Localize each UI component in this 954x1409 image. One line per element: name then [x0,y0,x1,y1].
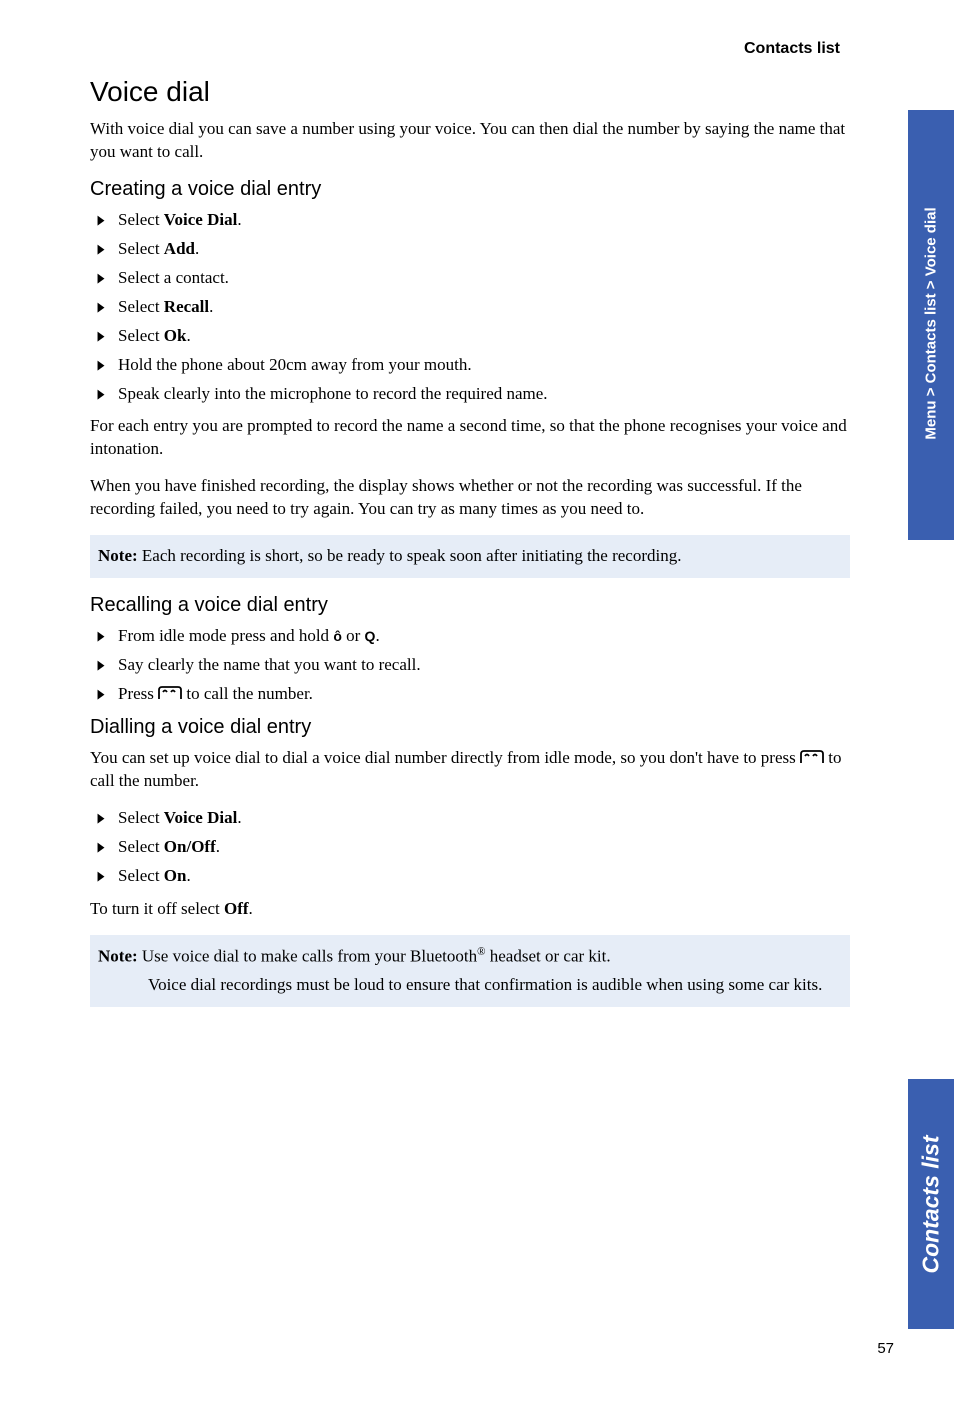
dialling-heading: Dialling a voice dial entry [90,716,850,739]
step-text: To turn it off select [90,899,224,918]
list-item: Select a contact. [90,267,850,290]
step-text: Select [118,326,164,345]
step-text: . [375,626,379,645]
step-bold: Voice Dial [164,210,238,229]
note-text: Use voice dial to make calls from your B… [138,946,477,965]
step-text: or [342,626,365,645]
creating-heading: Creating a voice dial entry [90,178,850,201]
step-text: . [237,210,241,229]
step-text: Select [118,866,164,885]
dialling-off: To turn it off select Off. [90,898,850,921]
creating-after2: When you have finished recording, the di… [90,475,850,521]
list-item: Select On/Off. [90,836,850,859]
note-box-2: Note: Use voice dial to make calls from … [90,935,850,1008]
note-text: headset or car kit. [486,946,611,965]
note-label: Note: [98,946,138,965]
key-icon: Q [365,627,376,646]
sidebar-breadcrumb-box: Menu > Contacts list > Voice dial [908,110,954,540]
list-item: Select On. [90,865,850,888]
call-icon [800,749,824,765]
step-text: . [237,808,241,827]
step-text: . [186,866,190,885]
sidebar-breadcrumb: Menu > Contacts list > Voice dial [923,109,940,539]
registered-mark: ® [477,946,485,958]
step-bold: Recall [164,297,209,316]
step-text: Select [118,297,164,316]
note-box-1: Note: Each recording is short, so be rea… [90,535,850,578]
step-text: . [186,326,190,345]
note-text: Each recording is short, so be ready to … [138,546,682,565]
step-text: Select [118,837,164,856]
list-item: Select Add. [90,238,850,261]
step-text: . [249,899,253,918]
step-text: Select [118,239,164,258]
step-text: Select [118,808,164,827]
list-item: Select Voice Dial. [90,209,850,232]
creating-after1: For each entry you are prompted to recor… [90,415,850,461]
page-number: 57 [877,1340,894,1357]
page-title: Voice dial [90,76,850,108]
step-text: . [195,239,199,258]
list-item: Hold the phone about 20cm away from your… [90,354,850,377]
recalling-heading: Recalling a voice dial entry [90,594,850,617]
step-bold: Ok [164,326,187,345]
dialling-intro: You can set up voice dial to dial a voic… [90,747,850,793]
intro-paragraph: With voice dial you can save a number us… [90,118,850,164]
sidebar-section: Contacts list [918,1080,945,1330]
step-text: . [209,297,213,316]
step-bold: On [164,866,187,885]
list-item: Select Ok. [90,325,850,348]
step-text: Press [118,684,158,703]
step-text: to call the number. [182,684,313,703]
step-bold: Off [224,899,249,918]
list-item: From idle mode press and hold ô or Q. [90,625,850,648]
step-text: . [216,837,220,856]
step-text: From idle mode press and hold [118,626,333,645]
step-bold: Add [164,239,195,258]
step-text: Speak clearly into the microphone to rec… [118,384,548,403]
page-header-section: Contacts list [90,40,850,58]
dialling-steps: Select Voice Dial. Select On/Off. Select… [90,807,850,888]
list-item: Press to call the number. [90,683,850,706]
list-item: Speak clearly into the microphone to rec… [90,383,850,406]
step-text: Hold the phone about 20cm away from your… [118,355,472,374]
note-text-2: Voice dial recordings must be loud to en… [98,974,842,997]
step-text: Select [118,210,164,229]
key-icon: ô [333,627,342,646]
step-text: Select a contact. [118,268,229,287]
sidebar-section-box: Contacts list [908,1079,954,1329]
step-bold: On/Off [164,837,216,856]
sidebar: Menu > Contacts list > Voice dial Contac… [908,0,954,1409]
list-item: Say clearly the name that you want to re… [90,654,850,677]
creating-steps: Select Voice Dial. Select Add. Select a … [90,209,850,406]
step-text: You can set up voice dial to dial a voic… [90,748,800,767]
call-icon [158,685,182,701]
recalling-steps: From idle mode press and hold ô or Q. Sa… [90,625,850,706]
step-bold: Voice Dial [164,808,238,827]
list-item: Select Voice Dial. [90,807,850,830]
step-text: Say clearly the name that you want to re… [118,655,421,674]
list-item: Select Recall. [90,296,850,319]
note-label: Note: [98,546,138,565]
